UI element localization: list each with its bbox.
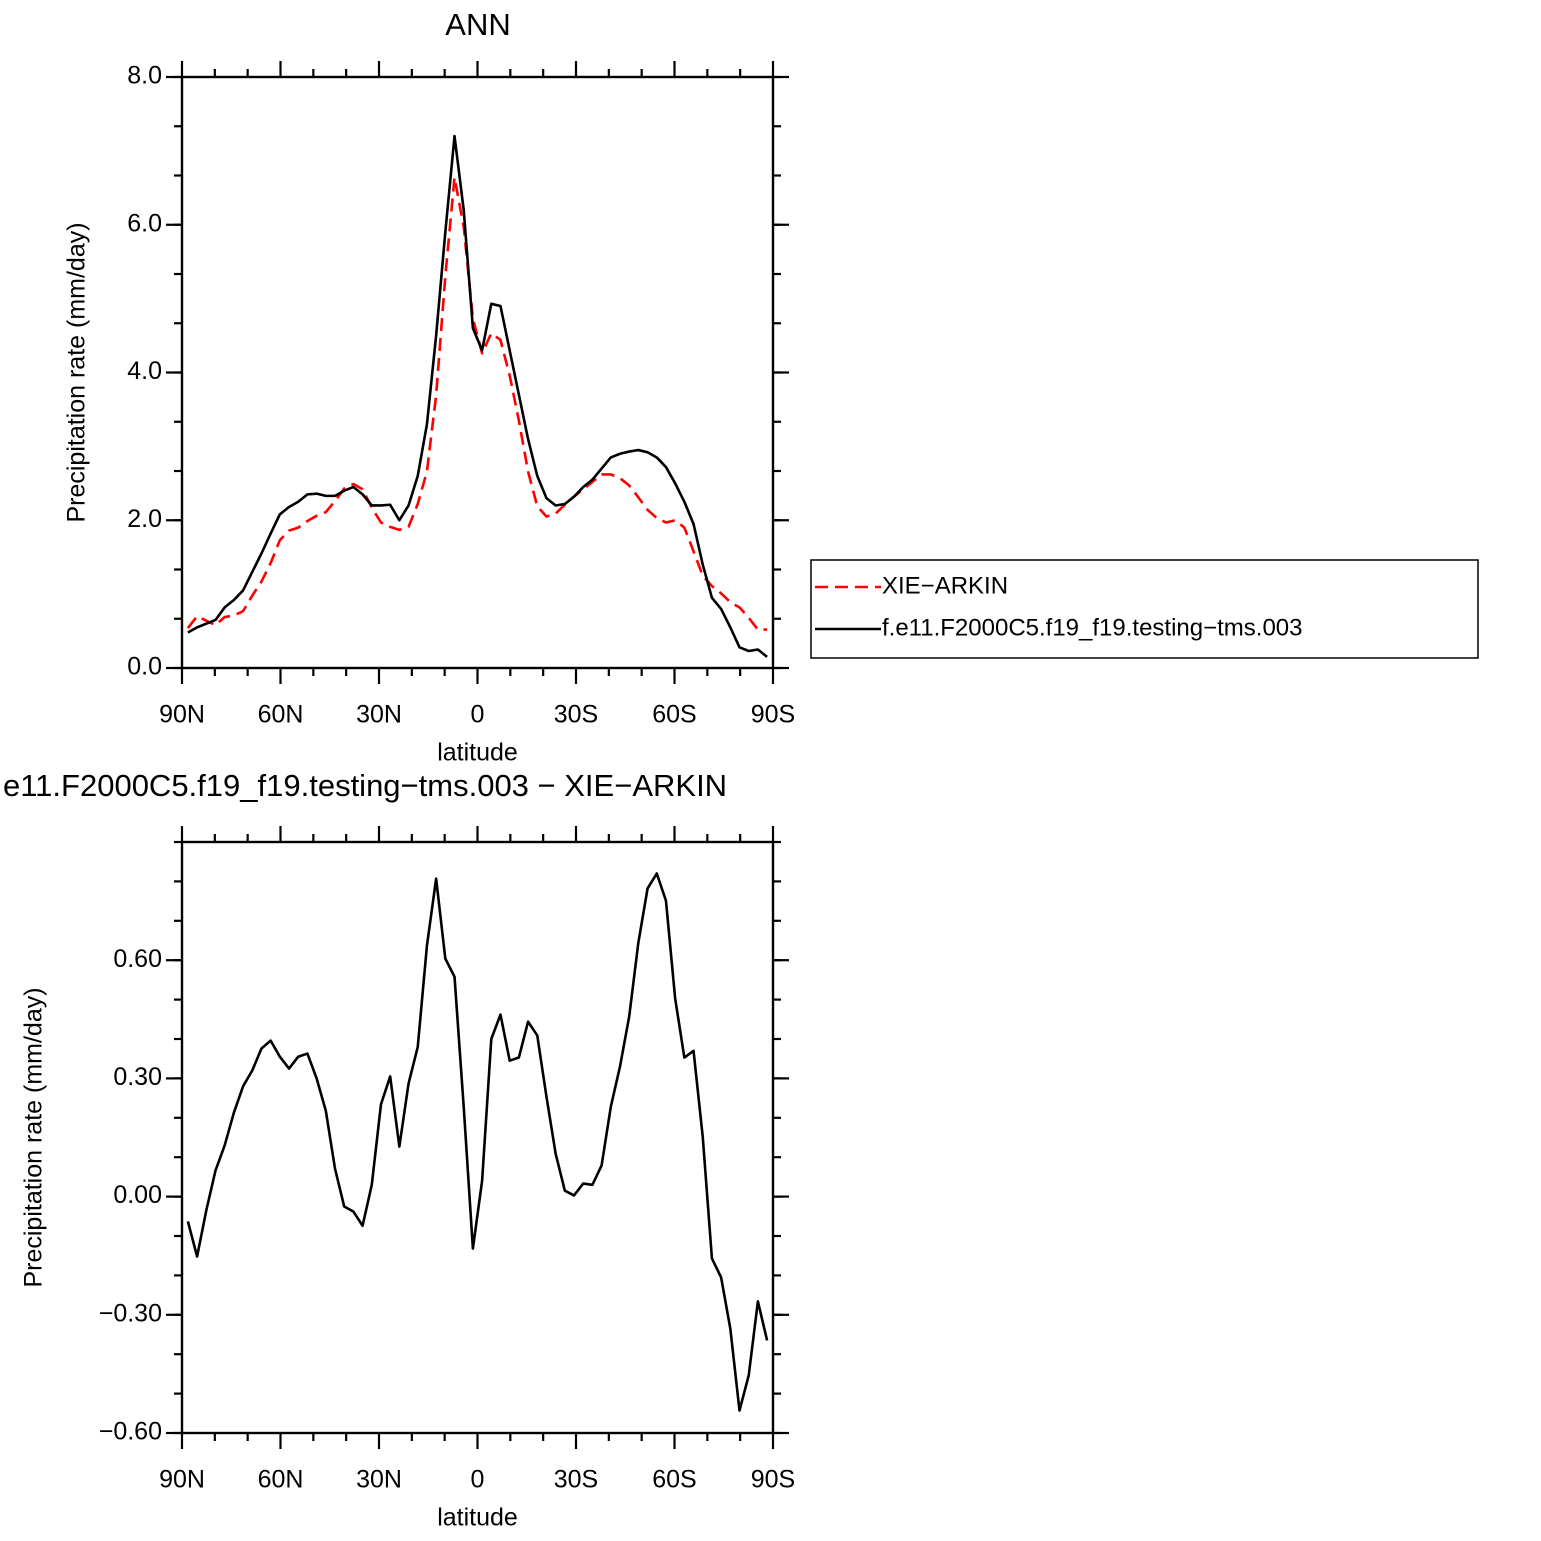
y-tick-label: 8.0: [127, 62, 162, 90]
x-tick-label: 30S: [554, 1466, 598, 1494]
x-tick-label: 90S: [751, 701, 795, 729]
y-tick-label: −0.60: [99, 1418, 162, 1446]
x-tick-label: 90S: [751, 1466, 795, 1494]
plot-frame: [180, 840, 775, 1435]
legend-box: [810, 559, 1479, 659]
data-line: [186, 872, 769, 1412]
y-tick-label: 0.60: [113, 945, 162, 973]
x-tick-label: 60S: [652, 1466, 696, 1494]
legend-label: f.e11.F2000C5.f19_f19.testing−tms.003: [882, 614, 1303, 641]
y-tick-label: 0.00: [113, 1181, 162, 1209]
plot-frame: [180, 75, 775, 670]
x-tick-label: 0: [471, 1466, 485, 1494]
y-tick-label: 0.0: [127, 653, 162, 681]
x-tick-label: 90N: [159, 1466, 205, 1494]
data-line: [186, 176, 768, 631]
legend-label: XIE−ARKIN: [882, 572, 1008, 599]
x-tick-label: 90N: [159, 701, 205, 729]
x-tick-label: 30N: [356, 701, 402, 729]
y-tick-label: 6.0: [127, 209, 162, 237]
chart-title: ANN: [445, 7, 510, 42]
x-tick-label: 60S: [652, 701, 696, 729]
y-axis-label: Precipitation rate (mm/day): [63, 222, 91, 522]
y-axis-label: Precipitation rate (mm/day): [20, 987, 48, 1287]
x-axis-label: latitude: [437, 1504, 518, 1532]
y-tick-label: 2.0: [127, 505, 162, 533]
x-axis-label: latitude: [437, 739, 518, 767]
chart-title: e11.F2000C5.f19_f19.testing−tms.003 − XI…: [3, 768, 727, 803]
x-tick-label: 0: [471, 701, 485, 729]
x-tick-label: 30N: [356, 1466, 402, 1494]
x-tick-label: 60N: [258, 701, 304, 729]
y-tick-label: 4.0: [127, 357, 162, 385]
y-tick-label: 0.30: [113, 1063, 162, 1091]
y-tick-label: −0.30: [99, 1299, 162, 1327]
x-tick-label: 30S: [554, 701, 598, 729]
x-tick-label: 60N: [258, 1466, 304, 1494]
data-line: [187, 134, 768, 658]
